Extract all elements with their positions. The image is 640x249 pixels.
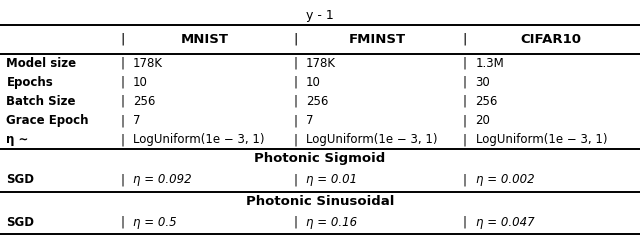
Text: |: | — [120, 173, 124, 187]
Text: |: | — [293, 133, 297, 146]
Text: |: | — [293, 95, 297, 108]
Text: η ∼: η ∼ — [6, 133, 29, 146]
Text: Photonic Sinusoidal: Photonic Sinusoidal — [246, 194, 394, 208]
Text: Photonic Sigmoid: Photonic Sigmoid — [254, 152, 386, 165]
Text: |: | — [463, 216, 467, 229]
Text: FMINST: FMINST — [349, 33, 406, 46]
Text: 7: 7 — [133, 114, 141, 127]
Text: |: | — [463, 33, 467, 46]
Text: |: | — [293, 57, 297, 70]
Text: |: | — [463, 76, 467, 89]
Text: 30: 30 — [476, 76, 490, 89]
Text: y - 1: y - 1 — [306, 9, 334, 22]
Text: 256: 256 — [133, 95, 156, 108]
Text: |: | — [120, 57, 124, 70]
Text: CIFAR10: CIFAR10 — [520, 33, 581, 46]
Text: SGD: SGD — [6, 216, 35, 229]
Text: Epochs: Epochs — [6, 76, 53, 89]
Text: η = 0.047: η = 0.047 — [476, 216, 534, 229]
Text: |: | — [293, 216, 297, 229]
Text: |: | — [120, 216, 124, 229]
Text: |: | — [463, 114, 467, 127]
Text: η = 0.092: η = 0.092 — [133, 173, 192, 187]
Text: 10: 10 — [133, 76, 148, 89]
Text: MNIST: MNIST — [181, 33, 229, 46]
Text: |: | — [463, 133, 467, 146]
Text: η = 0.002: η = 0.002 — [476, 173, 534, 187]
Text: |: | — [293, 76, 297, 89]
Text: |: | — [293, 173, 297, 187]
Text: |: | — [120, 33, 125, 46]
Text: |: | — [120, 133, 124, 146]
Text: |: | — [120, 114, 124, 127]
Text: 10: 10 — [306, 76, 321, 89]
Text: LogUniform(1e − 3, 1): LogUniform(1e − 3, 1) — [476, 133, 607, 146]
Text: Batch Size: Batch Size — [6, 95, 76, 108]
Text: η = 0.16: η = 0.16 — [306, 216, 357, 229]
Text: 178K: 178K — [133, 57, 163, 70]
Text: |: | — [293, 114, 297, 127]
Text: 178K: 178K — [306, 57, 336, 70]
Text: |: | — [293, 33, 298, 46]
Text: 7: 7 — [306, 114, 314, 127]
Text: SGD: SGD — [6, 173, 35, 187]
Text: |: | — [120, 95, 124, 108]
Text: 1.3M: 1.3M — [476, 57, 504, 70]
Text: Grace Epoch: Grace Epoch — [6, 114, 89, 127]
Text: η = 0.01: η = 0.01 — [306, 173, 357, 187]
Text: 256: 256 — [306, 95, 328, 108]
Text: 256: 256 — [476, 95, 498, 108]
Text: LogUniform(1e − 3, 1): LogUniform(1e − 3, 1) — [133, 133, 264, 146]
Text: |: | — [463, 57, 467, 70]
Text: LogUniform(1e − 3, 1): LogUniform(1e − 3, 1) — [306, 133, 437, 146]
Text: Model size: Model size — [6, 57, 77, 70]
Text: η = 0.5: η = 0.5 — [133, 216, 177, 229]
Text: |: | — [120, 76, 124, 89]
Text: 20: 20 — [476, 114, 490, 127]
Text: |: | — [463, 95, 467, 108]
Text: |: | — [463, 173, 467, 187]
